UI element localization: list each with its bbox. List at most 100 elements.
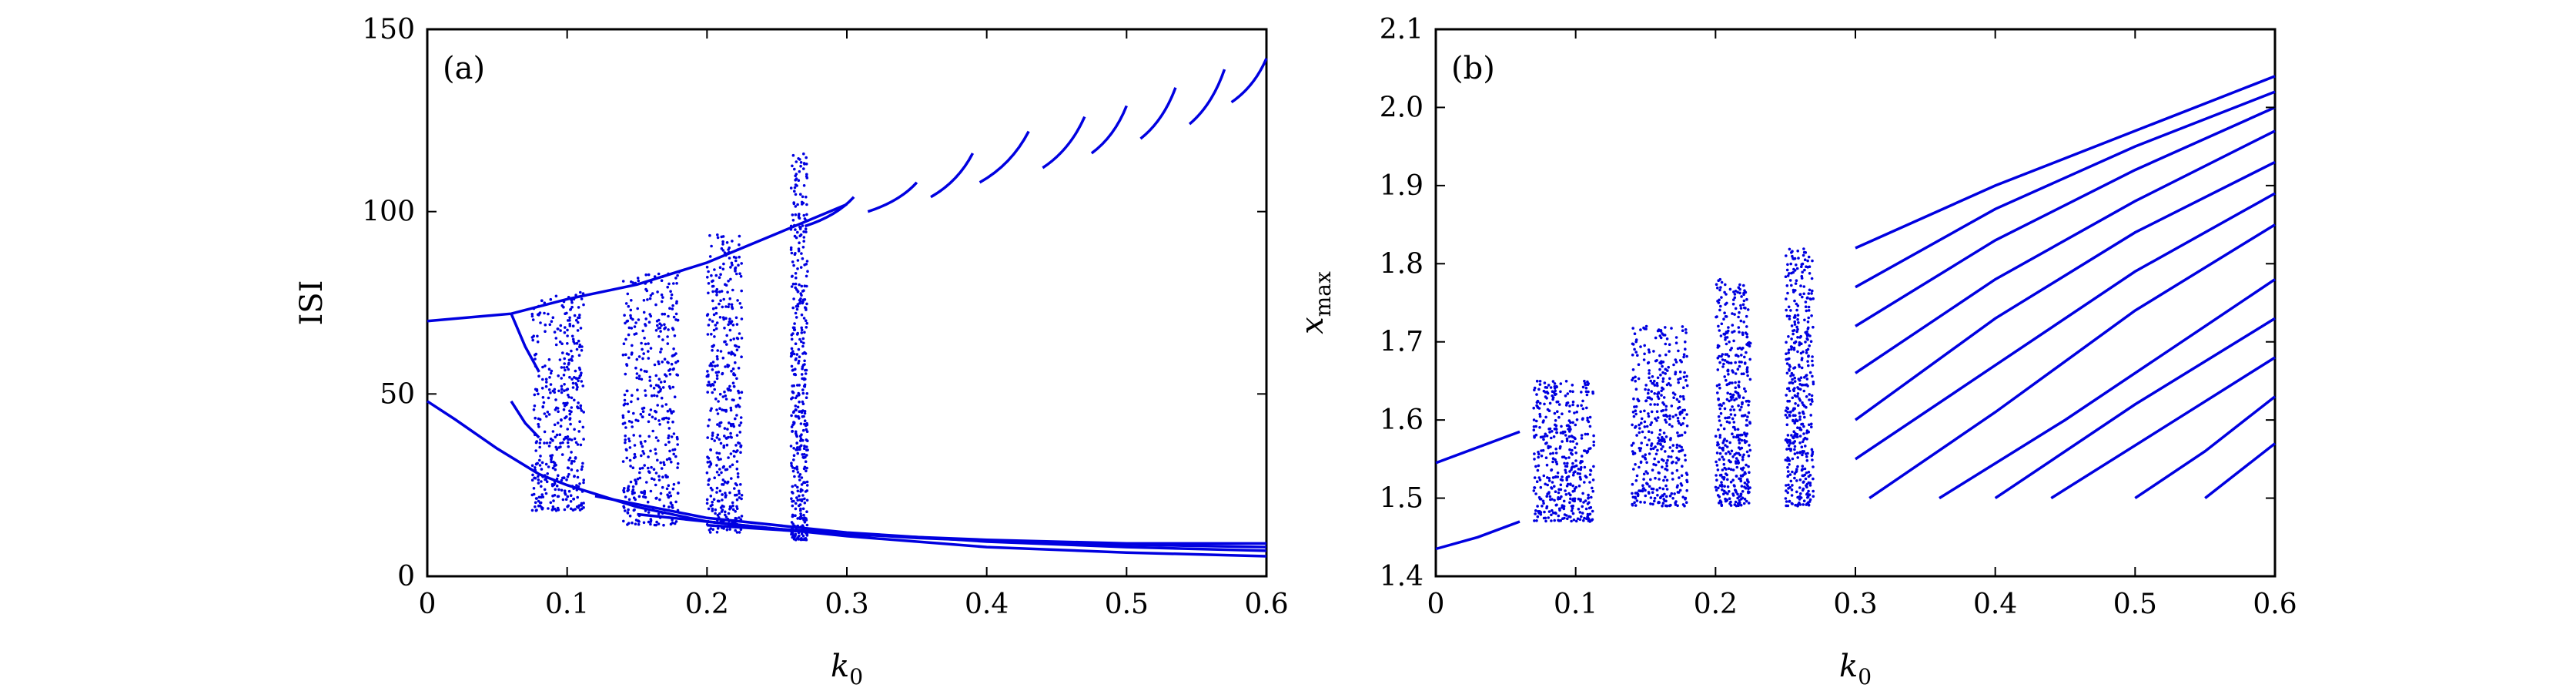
panel-b-scatter-point: [1534, 512, 1537, 515]
panel-a-scatter-point: [714, 512, 717, 515]
panel-a-scatter-point: [579, 443, 583, 447]
panel-a-scatter-point: [711, 431, 714, 435]
panel-a-scatter-point: [796, 203, 799, 206]
panel-a-scatter-point: [740, 317, 744, 320]
panel-a-scatter-point: [543, 474, 547, 477]
panel-b-scatter-point: [1534, 465, 1537, 468]
panel-a-scatter-point: [661, 275, 664, 278]
panel-b-scatter-point: [1648, 369, 1651, 372]
panel-b-scatter-point: [1798, 451, 1802, 454]
panel-b-scatter-point: [1661, 439, 1664, 443]
panel-b-scatter-point: [1584, 383, 1587, 387]
panel-a-scatter-point: [566, 328, 569, 332]
panel-b-scatter-point: [1562, 499, 1566, 503]
panel-a-scatter-point: [721, 356, 725, 360]
panel-a-scatter-point: [794, 430, 798, 434]
panel-a-scatter-point: [791, 411, 795, 414]
panel-b-scatter-point: [1559, 483, 1563, 487]
panel-b-scatter-point: [1569, 421, 1572, 425]
panel-b-scatter-point: [1561, 505, 1564, 509]
panel-b-scatter-point: [1591, 509, 1594, 513]
panel-a-scatter-point: [736, 248, 739, 252]
panel-a-scatter-point: [575, 341, 579, 345]
panel-b-scatter-point: [1796, 350, 1799, 354]
panel-a-scatter-point: [579, 404, 583, 408]
panel-a-scatter-point: [735, 337, 739, 340]
panel-b-scatter-point: [1677, 491, 1681, 494]
panel-a-scatter-point: [636, 477, 640, 481]
panel-a-scatter-point: [667, 427, 671, 430]
panel-a-scatter-point: [570, 298, 574, 302]
panel-a-scatter-point: [800, 326, 803, 330]
panel-b-scatter-point: [1733, 330, 1736, 333]
panel-b-scatter-point: [1653, 499, 1656, 503]
panel-a-scatter-point: [670, 362, 674, 366]
panel-b-scatter-point: [1586, 432, 1590, 436]
panel-a-scatter-point: [648, 375, 651, 379]
panel-b-scatter-point: [1715, 384, 1719, 388]
panel-b-scatter-point: [1573, 411, 1576, 414]
panel-b-scatter-point: [1811, 450, 1815, 454]
panel-b-scatter-point: [1638, 423, 1641, 427]
panel-b-scatter-point: [1658, 439, 1661, 443]
panel-a-scatter-point: [676, 443, 679, 446]
panel-b-scatter-point: [1808, 498, 1812, 502]
panel-b-scatter-point: [1799, 492, 1802, 495]
panel-a-chaotic-band: [621, 270, 681, 527]
panel-b-scatter-point: [1720, 485, 1724, 488]
panel-a-scatter-point: [654, 452, 657, 455]
panel-b-scatter-point: [1671, 415, 1675, 418]
panel-a-scatter-point: [633, 333, 636, 336]
panel-a-scatter-point: [734, 344, 737, 347]
panel-a-scatter-point: [801, 224, 805, 227]
panel-b-scatter-point: [1738, 380, 1741, 384]
panel-b-scatter-point: [1554, 458, 1557, 461]
panel-a-scatter-point: [647, 357, 651, 360]
panel-a-scatter-point: [545, 480, 549, 484]
panel-b-scatter-point: [1792, 367, 1795, 370]
panel-b-scatter-point: [1731, 417, 1735, 421]
panel-b-scatter-point: [1655, 359, 1658, 362]
panel-a-scatter-point: [672, 432, 676, 435]
panel-b-scatter-point: [1731, 331, 1734, 334]
panel-b-scatter-point: [1785, 371, 1789, 375]
panel-a-scatter-point: [804, 424, 808, 428]
panel-b-scatter-point: [1662, 334, 1665, 337]
panel-a-scatter-point: [667, 328, 670, 331]
panel-b-scatter-point: [1684, 378, 1688, 382]
panel-a-scatter-point: [554, 509, 558, 512]
panel-b-scatter-point: [1636, 494, 1640, 498]
panel-a-scatter-point: [562, 300, 566, 304]
panel-b-scatter-point: [1665, 337, 1669, 341]
panel-a-scatter-point: [791, 391, 795, 394]
panel-b-scatter-point: [1803, 318, 1806, 322]
panel-b-scatter-point: [1554, 490, 1557, 493]
panel-a-scatter-point: [719, 441, 723, 445]
panel-b-scatter-point: [1747, 404, 1750, 407]
panel-b-scatter-point: [1547, 384, 1551, 387]
panel-a-scatter-point: [712, 498, 716, 501]
panel-b-scatter-point: [1664, 414, 1667, 418]
panel-a-scatter-point: [641, 407, 644, 411]
panel-b-scatter-point: [1790, 494, 1794, 497]
panel-b-scatter-point: [1569, 428, 1572, 431]
panel-b-scatter-point: [1575, 418, 1579, 421]
panel-b-scatter-point: [1541, 448, 1545, 452]
panel-a-scatter-point: [631, 281, 634, 284]
panel-b-scatter-point: [1651, 381, 1654, 385]
panel-a-scatter-point: [725, 528, 729, 532]
panel-b-scatter-point: [1799, 428, 1803, 431]
panel-b-scatter-point: [1722, 492, 1725, 495]
panel-a-scatter-point: [711, 437, 714, 441]
panel-a-scatter-point: [636, 388, 639, 392]
panel-a-scatter-point: [805, 518, 808, 522]
panel-b-scatter-point: [1741, 347, 1745, 350]
panel-b-scatter-point: [1580, 391, 1583, 394]
panel-a-scatter-point: [581, 292, 585, 295]
panel-b-scatter-point: [1674, 413, 1678, 417]
panel-a-scatter-point: [805, 173, 808, 176]
panel-b-scatter-point: [1805, 309, 1808, 313]
panel-a-scatter-point: [711, 364, 714, 367]
panel-b-scatter-point: [1566, 461, 1569, 465]
panel-b-scatter-point: [1656, 376, 1660, 380]
